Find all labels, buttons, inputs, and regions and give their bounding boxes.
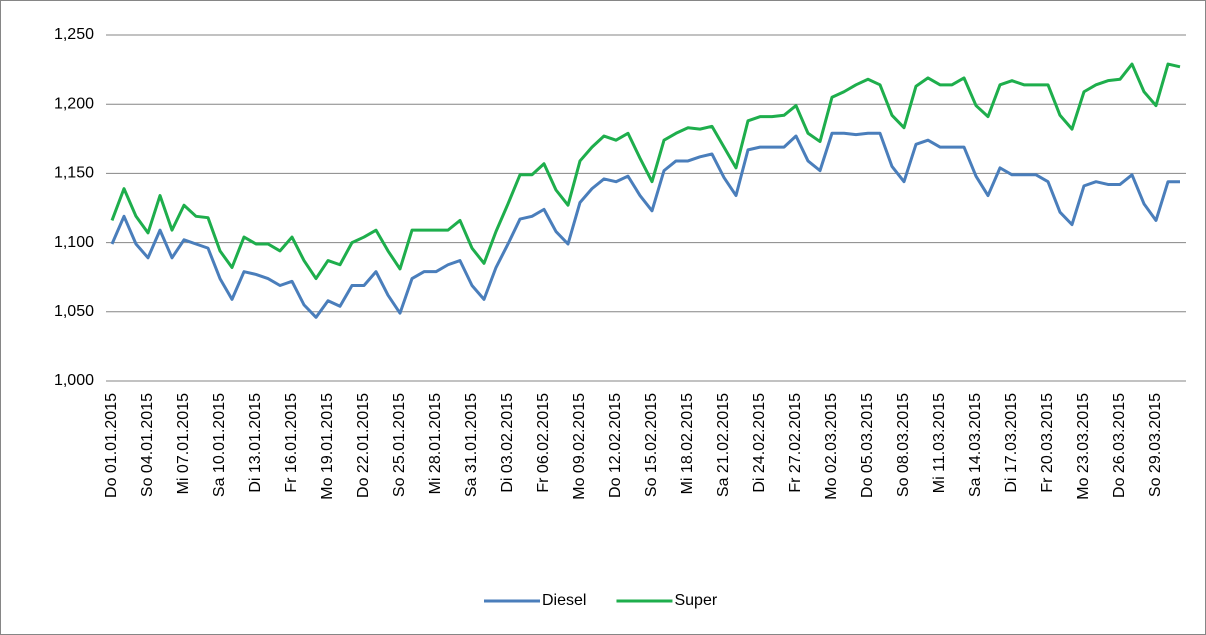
x-tick-label: Do 22.01.2015 <box>355 393 372 498</box>
x-tick-label: Do 12.02.2015 <box>607 393 624 498</box>
series-line <box>110 131 1180 319</box>
x-tick-label: Fr 16.01.2015 <box>283 393 300 493</box>
y-tick-label: 1,250 <box>54 26 94 43</box>
legend-label: Super <box>674 592 717 609</box>
x-tick-label: Mo 09.02.2015 <box>571 393 588 500</box>
y-tick-label: 1,000 <box>54 372 94 389</box>
x-tick-label: Do 05.03.2015 <box>859 393 876 498</box>
x-tick-label: Mo 02.03.2015 <box>823 393 840 500</box>
x-tick-label: Mi 11.03.2015 <box>931 393 948 493</box>
x-tick-label: So 04.01.2015 <box>139 393 156 497</box>
x-tick-label: Mi 18.02.2015 <box>679 393 696 495</box>
x-tick-label: Mi 07.01.2015 <box>175 393 192 495</box>
x-tick-label: So 29.03.2015 <box>1147 393 1164 497</box>
x-tick-label: Sa 14.03.2015 <box>967 393 984 497</box>
x-tick-label: So 15.02.2015 <box>643 393 660 497</box>
x-tick-label: Sa 31.01.2015 <box>463 393 480 497</box>
x-tick-label: So 25.01.2015 <box>391 393 408 497</box>
series-line <box>110 62 1181 281</box>
legend-label: Diesel <box>542 592 586 609</box>
x-tick-label: Di 13.01.2015 <box>247 393 264 493</box>
x-tick-label: Sa 21.02.2015 <box>715 393 732 497</box>
x-tick-label: Mo 19.01.2015 <box>319 393 336 500</box>
x-tick-label: Fr 06.02.2015 <box>535 393 552 493</box>
x-tick-label: Do 26.03.2015 <box>1111 393 1128 498</box>
y-tick-label: 1,200 <box>54 95 94 112</box>
x-tick-label: Di 24.02.2015 <box>751 393 768 493</box>
x-tick-label: So 08.03.2015 <box>895 393 912 497</box>
x-tick-label: Fr 27.02.2015 <box>787 393 804 493</box>
y-tick-label: 1,150 <box>54 165 94 182</box>
x-tick-label: Mi 28.01.2015 <box>427 393 444 495</box>
x-tick-label: Sa 10.01.2015 <box>211 393 228 497</box>
y-tick-label: 1,050 <box>54 303 94 320</box>
x-tick-label: Di 17.03.2015 <box>1003 393 1020 493</box>
x-tick-label: Fr 20.03.2015 <box>1039 393 1056 493</box>
x-tick-label: Mo 23.03.2015 <box>1075 393 1092 500</box>
y-tick-label: 1,100 <box>54 234 94 251</box>
x-tick-label: Do 01.01.2015 <box>103 393 120 498</box>
x-tick-label: Di 03.02.2015 <box>499 393 516 493</box>
